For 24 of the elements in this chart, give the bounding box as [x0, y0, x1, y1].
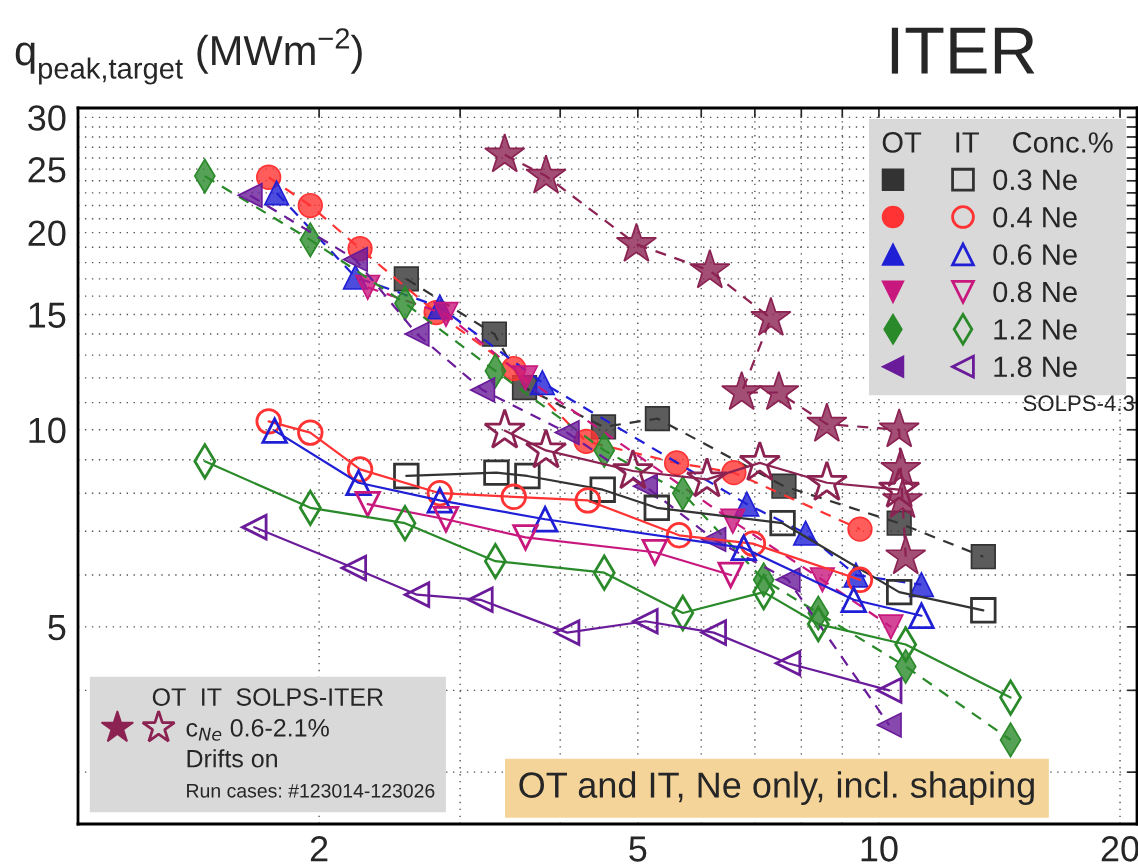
chart-title: ITER: [891, 27, 1035, 74]
annotation: OT and IT, Ne only, incl. shaping: [519, 771, 1034, 806]
legend-label: 0.8 Ne: [993, 281, 1077, 303]
y-tick-label: 5: [48, 615, 66, 641]
legend-label: 1.8 Ne: [994, 356, 1077, 378]
x-tick-label: 20: [1101, 836, 1138, 862]
legend-label: 1.2 Ne: [994, 319, 1077, 340]
y-tick-label: 30: [28, 105, 66, 131]
y-tick-label: 25: [28, 157, 66, 183]
x-tick-label: 10: [861, 836, 898, 862]
legend-label: 0.4 Ne: [993, 206, 1077, 228]
annotation: Run cases: #123014-123026: [187, 783, 435, 798]
legend-label: c$_{Ne}$ 0.6-2.1%: [186, 718, 329, 741]
x-tick-label: 2: [310, 836, 328, 862]
legend-label: 0.3 Ne: [993, 169, 1077, 191]
legend-label: 0.6 Ne: [993, 244, 1077, 265]
annotation: SOLPS-4.3: [1023, 395, 1134, 412]
annotation: OT IT SOLPS-ITER: [152, 688, 383, 706]
y-tick-label: 20: [28, 220, 66, 247]
x-tick-label: 5: [629, 836, 647, 862]
y-tick-label: 15: [29, 302, 66, 328]
y-tick-label: 10: [29, 417, 66, 444]
annotation: Drifts on: [187, 749, 277, 768]
legend-title: OT IT Conc.%: [882, 132, 1113, 153]
